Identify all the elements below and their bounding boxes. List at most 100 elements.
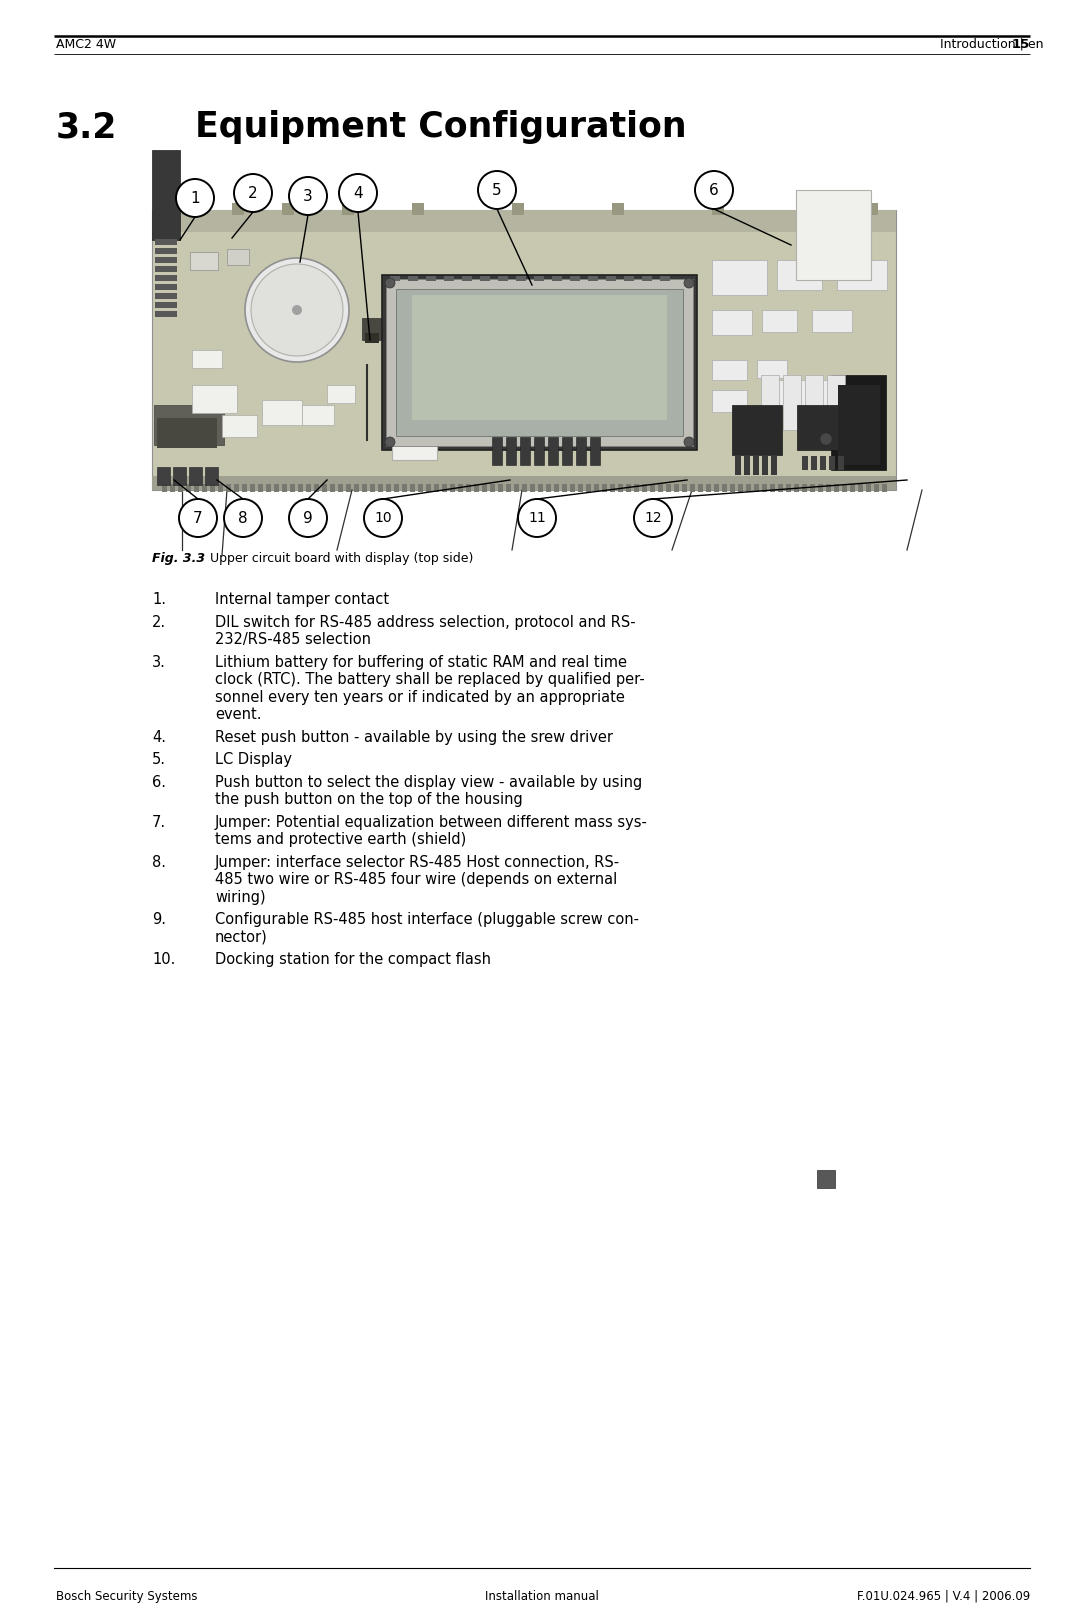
Bar — [338, 484, 343, 492]
Bar — [462, 277, 472, 282]
Bar — [838, 456, 843, 469]
Bar — [610, 484, 615, 492]
Bar — [274, 484, 279, 492]
Bar — [771, 455, 777, 476]
Bar — [507, 437, 516, 464]
Bar — [394, 484, 399, 492]
Bar — [156, 275, 177, 282]
Circle shape — [289, 498, 327, 537]
Bar — [810, 484, 815, 492]
Bar — [538, 484, 543, 492]
Circle shape — [289, 176, 327, 215]
Bar — [624, 277, 634, 282]
Bar — [444, 277, 454, 282]
Text: F.01U.024.965 | V.4 | 2006.09: F.01U.024.965 | V.4 | 2006.09 — [856, 1590, 1030, 1603]
Text: DIL switch for RS-485 address selection, protocol and RS-: DIL switch for RS-485 address selection,… — [215, 615, 636, 629]
Bar — [242, 484, 247, 492]
Bar — [588, 277, 598, 282]
Bar — [730, 484, 735, 492]
Bar — [578, 484, 583, 492]
Bar — [794, 484, 799, 492]
Bar — [744, 455, 750, 476]
Bar — [534, 277, 544, 282]
Bar — [330, 484, 335, 492]
Text: sonnel every ten years or if indicated by an appropriate: sonnel every ten years or if indicated b… — [215, 689, 625, 704]
Bar — [222, 414, 257, 437]
Bar — [157, 468, 170, 485]
Bar — [570, 484, 575, 492]
Bar — [866, 484, 870, 492]
Bar — [858, 484, 863, 492]
Bar — [660, 277, 670, 282]
Bar — [194, 484, 199, 492]
Bar — [762, 484, 767, 492]
Bar — [757, 359, 787, 379]
Circle shape — [384, 278, 395, 288]
Bar — [434, 484, 438, 492]
Bar — [202, 484, 207, 492]
Bar — [291, 484, 295, 492]
Bar — [554, 484, 559, 492]
Text: 11: 11 — [528, 511, 545, 524]
Text: 8.: 8. — [152, 854, 166, 869]
Bar — [548, 437, 558, 464]
Bar — [156, 285, 177, 290]
Bar — [606, 277, 616, 282]
Bar — [626, 484, 631, 492]
Text: tems and protective earth (shield): tems and protective earth (shield) — [215, 832, 467, 846]
Bar — [812, 311, 852, 332]
Text: 2.: 2. — [152, 615, 166, 629]
Text: 1: 1 — [190, 191, 200, 205]
Bar — [778, 484, 783, 492]
Bar — [411, 202, 424, 215]
Circle shape — [684, 437, 694, 447]
Bar — [642, 484, 647, 492]
Bar — [354, 484, 359, 492]
Bar — [829, 456, 835, 469]
Bar — [232, 202, 244, 215]
Bar — [753, 455, 759, 476]
Bar — [602, 484, 607, 492]
Text: Installation manual: Installation manual — [485, 1590, 599, 1603]
Circle shape — [245, 257, 349, 362]
Bar — [805, 375, 823, 430]
Bar — [442, 484, 447, 492]
Bar — [797, 404, 852, 450]
Bar — [157, 417, 217, 448]
Bar — [723, 484, 727, 492]
Bar — [650, 484, 654, 492]
Circle shape — [384, 437, 395, 447]
Bar — [796, 189, 870, 280]
Text: the push button on the top of the housing: the push button on the top of the housin… — [215, 791, 523, 807]
Bar — [382, 275, 697, 450]
Bar — [642, 277, 652, 282]
Bar — [189, 468, 202, 485]
Bar — [590, 437, 600, 464]
Bar — [712, 260, 767, 294]
Bar — [258, 484, 264, 492]
Bar — [816, 1170, 835, 1188]
Text: Jumper: Potential equalization between different mass sys-: Jumper: Potential equalization between d… — [215, 814, 648, 830]
Bar — [882, 484, 887, 492]
Circle shape — [634, 498, 672, 537]
Bar — [712, 359, 747, 380]
Text: 3.: 3. — [152, 655, 166, 670]
Bar — [498, 277, 508, 282]
Bar — [812, 202, 824, 215]
Bar — [546, 484, 551, 492]
Bar — [522, 484, 527, 492]
Bar — [866, 202, 878, 215]
Text: 4.: 4. — [152, 730, 166, 744]
Bar — [426, 484, 431, 492]
Bar — [754, 484, 759, 492]
Bar — [490, 484, 495, 492]
Bar — [530, 484, 535, 492]
Bar — [186, 484, 191, 492]
Text: Configurable RS-485 host interface (pluggable screw con-: Configurable RS-485 host interface (plug… — [215, 913, 639, 927]
Bar — [514, 484, 519, 492]
Bar — [838, 385, 880, 464]
Circle shape — [364, 498, 402, 537]
Text: 5.: 5. — [152, 752, 166, 767]
Bar — [396, 290, 683, 435]
Bar — [192, 385, 237, 413]
